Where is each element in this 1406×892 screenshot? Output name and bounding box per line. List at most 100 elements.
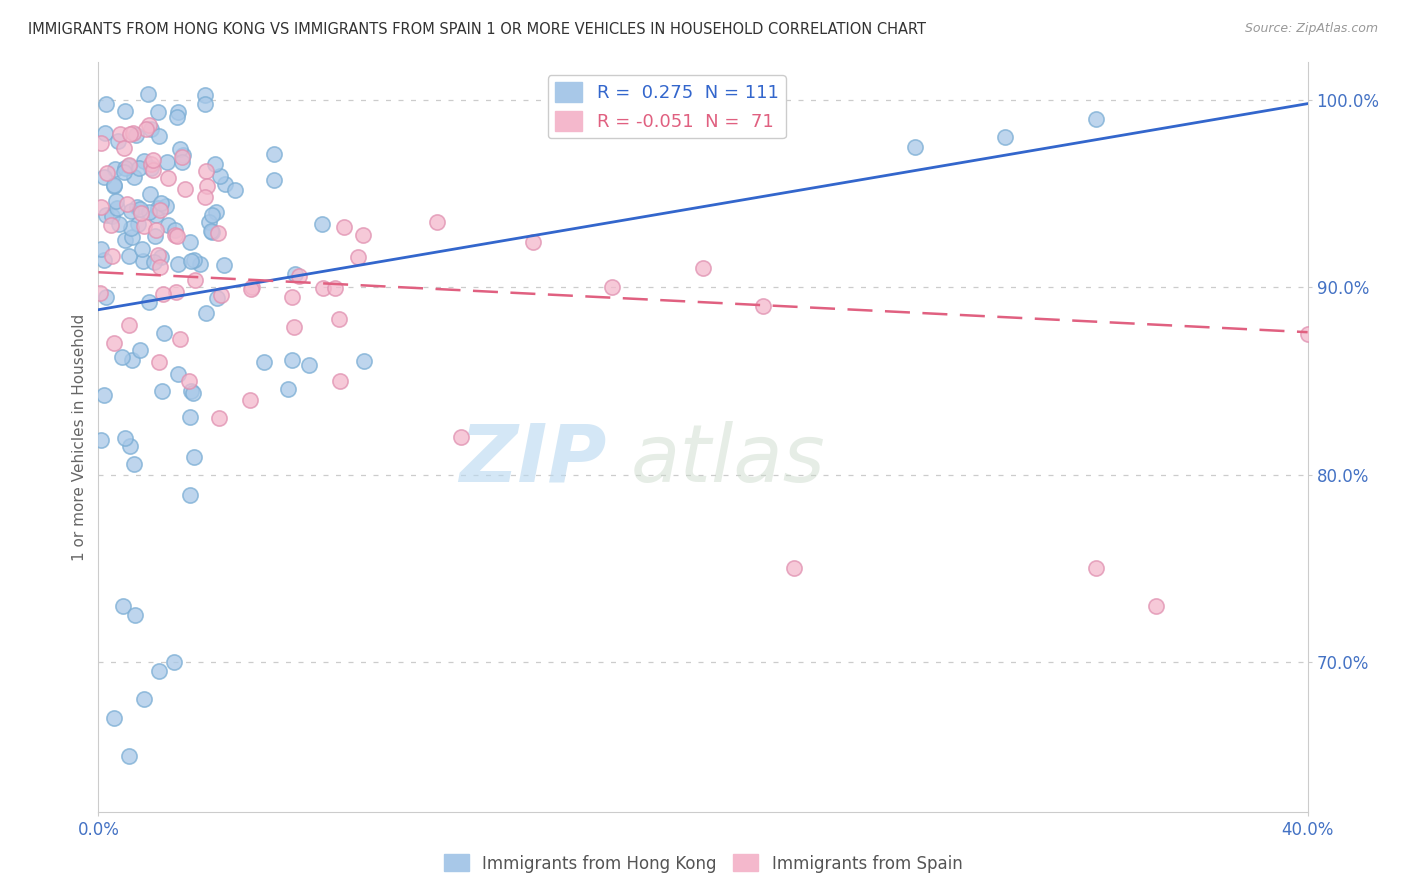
Point bbox=[114, 233, 136, 247]
Point bbox=[129, 343, 152, 357]
Point bbox=[200, 225, 222, 239]
Point bbox=[166, 367, 188, 381]
Point bbox=[522, 235, 544, 249]
Point bbox=[148, 260, 170, 275]
Point bbox=[207, 226, 229, 240]
Point bbox=[208, 411, 231, 425]
Point bbox=[107, 134, 129, 148]
Point bbox=[172, 148, 194, 162]
Point bbox=[280, 290, 302, 304]
Point bbox=[174, 181, 197, 195]
Point bbox=[194, 87, 217, 102]
Point bbox=[93, 252, 115, 267]
Point bbox=[283, 320, 305, 334]
Point bbox=[200, 224, 222, 238]
Point bbox=[138, 118, 160, 132]
Point bbox=[149, 250, 172, 264]
Point bbox=[132, 692, 155, 706]
Text: Source: ZipAtlas.com: Source: ZipAtlas.com bbox=[1244, 22, 1378, 36]
Point bbox=[208, 169, 231, 183]
Point bbox=[138, 205, 160, 219]
Point bbox=[450, 430, 472, 444]
Point bbox=[120, 221, 142, 235]
Point bbox=[179, 374, 201, 388]
Point bbox=[298, 358, 321, 372]
Y-axis label: 1 or more Vehicles in Household: 1 or more Vehicles in Household bbox=[72, 313, 87, 561]
Point bbox=[352, 228, 374, 243]
Point bbox=[129, 205, 152, 219]
Point bbox=[353, 354, 375, 368]
Point bbox=[166, 229, 188, 244]
Point bbox=[148, 201, 170, 215]
Point bbox=[153, 326, 176, 340]
Point bbox=[148, 105, 170, 120]
Legend: Immigrants from Hong Kong, Immigrants from Spain: Immigrants from Hong Kong, Immigrants fr… bbox=[437, 847, 969, 880]
Point bbox=[143, 228, 166, 243]
Point bbox=[121, 126, 143, 140]
Point bbox=[163, 228, 186, 243]
Point bbox=[239, 392, 262, 407]
Point bbox=[205, 291, 228, 305]
Point bbox=[139, 122, 162, 136]
Point bbox=[103, 178, 125, 192]
Point bbox=[179, 487, 201, 501]
Point bbox=[180, 254, 202, 268]
Point bbox=[188, 257, 211, 271]
Point bbox=[90, 200, 112, 214]
Point bbox=[347, 250, 370, 264]
Point bbox=[166, 110, 188, 124]
Text: ZIP: ZIP bbox=[458, 420, 606, 499]
Point bbox=[101, 210, 124, 224]
Point bbox=[332, 219, 354, 234]
Point bbox=[240, 280, 263, 294]
Point bbox=[263, 173, 285, 187]
Point bbox=[602, 280, 624, 294]
Point bbox=[131, 243, 153, 257]
Point bbox=[169, 142, 191, 156]
Point bbox=[108, 127, 131, 141]
Point bbox=[94, 96, 117, 111]
Text: atlas: atlas bbox=[630, 420, 825, 499]
Point bbox=[183, 252, 205, 267]
Point bbox=[149, 196, 172, 211]
Point bbox=[118, 158, 141, 172]
Point bbox=[135, 122, 157, 136]
Point bbox=[783, 561, 806, 575]
Point bbox=[179, 409, 201, 424]
Point bbox=[111, 350, 134, 364]
Point bbox=[93, 170, 115, 185]
Point bbox=[94, 208, 117, 222]
Point bbox=[179, 235, 201, 250]
Point bbox=[148, 665, 170, 679]
Point bbox=[752, 299, 775, 313]
Point bbox=[132, 219, 155, 234]
Point bbox=[149, 202, 172, 217]
Point bbox=[157, 170, 180, 185]
Point bbox=[692, 261, 714, 276]
Point bbox=[114, 161, 136, 176]
Point bbox=[114, 103, 136, 118]
Point bbox=[138, 294, 160, 309]
Point bbox=[167, 257, 190, 271]
Point bbox=[93, 126, 115, 140]
Point bbox=[139, 157, 162, 171]
Point bbox=[194, 97, 217, 112]
Point bbox=[89, 285, 111, 300]
Point bbox=[148, 128, 170, 143]
Point bbox=[329, 374, 352, 388]
Point bbox=[155, 199, 177, 213]
Point bbox=[152, 287, 174, 301]
Point bbox=[138, 187, 160, 202]
Point bbox=[146, 248, 169, 262]
Point bbox=[148, 355, 170, 369]
Point bbox=[181, 385, 204, 400]
Point bbox=[172, 149, 194, 163]
Point bbox=[212, 258, 235, 272]
Point bbox=[325, 281, 347, 295]
Point bbox=[120, 204, 142, 219]
Point bbox=[132, 253, 155, 268]
Point bbox=[904, 140, 927, 154]
Point bbox=[426, 215, 449, 229]
Point bbox=[90, 242, 112, 256]
Point bbox=[96, 289, 118, 303]
